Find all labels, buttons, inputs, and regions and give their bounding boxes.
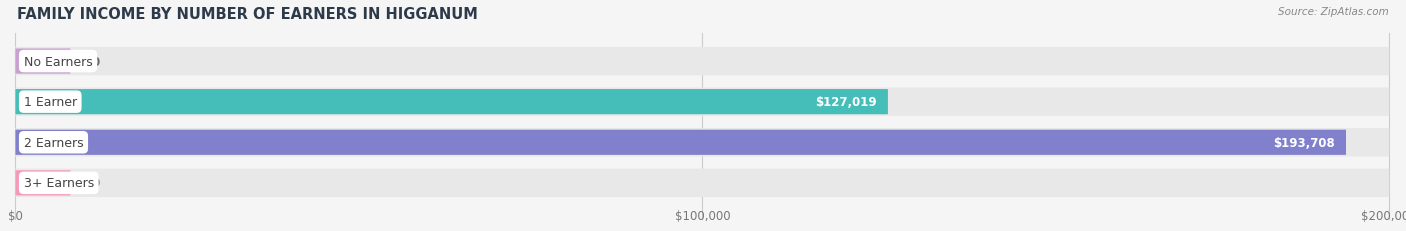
FancyBboxPatch shape: [15, 170, 70, 196]
Text: 1 Earner: 1 Earner: [24, 96, 77, 109]
Text: FAMILY INCOME BY NUMBER OF EARNERS IN HIGGANUM: FAMILY INCOME BY NUMBER OF EARNERS IN HI…: [17, 7, 478, 22]
FancyBboxPatch shape: [15, 88, 1389, 116]
Text: $0: $0: [84, 176, 100, 190]
Text: No Earners: No Earners: [24, 55, 93, 68]
FancyBboxPatch shape: [15, 128, 1389, 157]
Text: $0: $0: [84, 55, 100, 68]
FancyBboxPatch shape: [15, 49, 70, 74]
FancyBboxPatch shape: [15, 48, 1389, 76]
Text: 3+ Earners: 3+ Earners: [24, 176, 94, 190]
Text: 2 Earners: 2 Earners: [24, 136, 83, 149]
Text: Source: ZipAtlas.com: Source: ZipAtlas.com: [1278, 7, 1389, 17]
FancyBboxPatch shape: [15, 90, 889, 115]
FancyBboxPatch shape: [15, 169, 1389, 197]
Text: $127,019: $127,019: [815, 96, 877, 109]
Text: $193,708: $193,708: [1274, 136, 1334, 149]
FancyBboxPatch shape: [15, 130, 1346, 155]
